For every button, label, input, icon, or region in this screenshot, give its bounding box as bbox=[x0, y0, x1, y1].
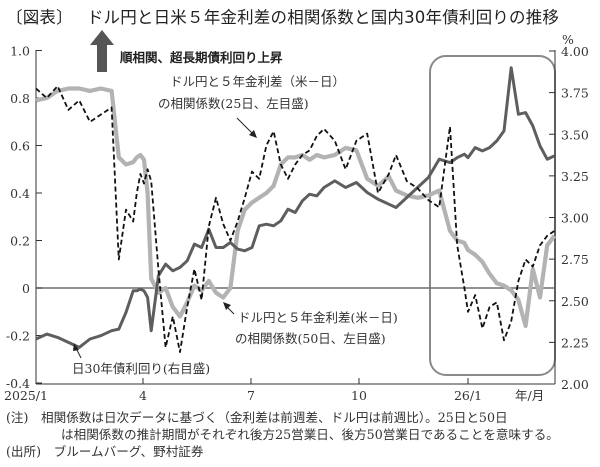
left-tick-label: 0.2 bbox=[10, 234, 30, 249]
right-tick-label: 4.00 bbox=[561, 44, 589, 59]
right-tick-label: 2.00 bbox=[561, 377, 589, 392]
left-tick-label: -0.2 bbox=[6, 329, 30, 344]
corr50-label-line1: ドル円と５年金利差(米－日) bbox=[238, 310, 398, 325]
right-tick-label: 2.25 bbox=[561, 335, 589, 350]
left-tick-label: 0 bbox=[22, 281, 30, 296]
corr25-label-line1: ドル円と５年金利差（米－日） bbox=[170, 74, 345, 89]
note-line-1: (注) 相関係数は日次データに基づく（金利差は前週差、ドル円は前週比）。25日と… bbox=[6, 410, 508, 425]
corr25-pointer-arrowhead bbox=[249, 130, 257, 138]
right-tick-label: 3.25 bbox=[561, 169, 589, 184]
chart-title: 〔図表〕 ドル円と日米５年金利差の相関係数と国内30年債利回りの推移 bbox=[6, 4, 559, 28]
jgb30-label: 日30年債利回り(右目盛) bbox=[72, 361, 210, 376]
left-tick-label: 0.8 bbox=[10, 91, 30, 106]
title-text: ドル円と日米５年金利差の相関係数と国内30年債利回りの推移 bbox=[86, 8, 560, 27]
x-tick-label: 7 bbox=[247, 388, 255, 403]
right-tick-label: 2.50 bbox=[561, 294, 589, 309]
series-corr25-line bbox=[35, 85, 555, 354]
x-tick-label: 10 bbox=[351, 388, 367, 403]
highlight-box bbox=[429, 55, 556, 376]
left-tick-label: 0.4 bbox=[10, 186, 30, 201]
right-axis-unit: % bbox=[562, 32, 574, 47]
up-arrow-icon bbox=[90, 30, 114, 72]
chart-area: 1.0 0.8 0.6 0.4 0.2 0 -0.2 -0.4 4.00 3.75 3.50 3.2… bbox=[4, 30, 589, 403]
right-tick-label: 3.50 bbox=[561, 127, 589, 142]
x-tick-label: 2025/1 bbox=[4, 388, 48, 403]
footnotes: (注) 相関係数は日次データに基づく（金利差は前週差、ドル円は前週比）。25日と… bbox=[6, 409, 598, 460]
right-tick-label: 2.75 bbox=[561, 252, 589, 267]
source-line: (出所) ブルームバーグ、野村証券 bbox=[6, 444, 204, 459]
series-jgb30-line bbox=[35, 66, 556, 349]
corr25-label-line2: の相関係数(25日、左目盛) bbox=[158, 96, 309, 111]
x-tick-label: 26/1 bbox=[454, 388, 482, 403]
jgb30-pointer-arrowhead bbox=[73, 343, 79, 351]
corr25-pointer bbox=[236, 117, 255, 136]
figure-tag: 〔図表〕 bbox=[6, 8, 73, 27]
right-tick-label: 3.75 bbox=[561, 86, 589, 101]
x-tick-label: 4 bbox=[139, 388, 147, 403]
arrow-label: 順相関、超長期債利回り上昇 bbox=[119, 50, 283, 65]
x-axis-unit: 年/月 bbox=[515, 388, 544, 403]
corr50-pointer-arrowhead bbox=[223, 302, 231, 310]
x-axis-ticks: 2025/1 4 7 10 26/1 bbox=[4, 378, 482, 403]
left-tick-label: 1.0 bbox=[10, 44, 30, 59]
corr50-label-line2: の相関係数(50日、左目盛) bbox=[235, 331, 386, 346]
series-corr50-line bbox=[35, 86, 557, 329]
left-tick-label: -0.4 bbox=[6, 376, 30, 391]
right-axis-ticks: 4.00 3.75 3.50 3.25 3.00 2.75 2.50 2.25 2.00 bbox=[549, 44, 589, 392]
right-tick-label: 3.00 bbox=[561, 211, 589, 226]
left-tick-label: 0.6 bbox=[10, 139, 30, 154]
note-line-2: は相関係数の推計期間がそれぞれ後方25営業日、後方50営業日であることを意味する… bbox=[61, 427, 559, 442]
